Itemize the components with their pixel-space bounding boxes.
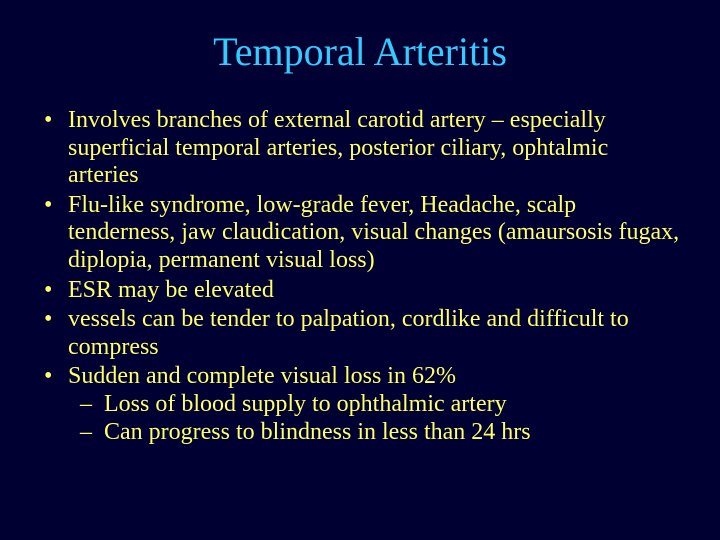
slide: Temporal Arteritis Involves branches of … bbox=[0, 0, 720, 540]
bullet-item: Involves branches of external carotid ar… bbox=[42, 107, 680, 190]
slide-content: Involves branches of external carotid ar… bbox=[0, 107, 720, 446]
slide-title: Temporal Arteritis bbox=[0, 0, 720, 107]
bullet-item: vessels can be tender to palpation, cord… bbox=[42, 306, 680, 361]
bullet-item: ESR may be elevated bbox=[42, 277, 680, 305]
bullet-item: Sudden and complete visual loss in 62% L… bbox=[42, 363, 680, 446]
sub-bullet-item: Loss of blood supply to ophthalmic arter… bbox=[76, 391, 680, 419]
bullet-list: Involves branches of external carotid ar… bbox=[42, 107, 680, 446]
bullet-item: Flu-like syndrome, low-grade fever, Head… bbox=[42, 192, 680, 275]
sub-bullet-list: Loss of blood supply to ophthalmic arter… bbox=[68, 391, 680, 446]
sub-bullet-item: Can progress to blindness in less than 2… bbox=[76, 419, 680, 447]
bullet-text: Sudden and complete visual loss in 62% bbox=[68, 363, 456, 389]
